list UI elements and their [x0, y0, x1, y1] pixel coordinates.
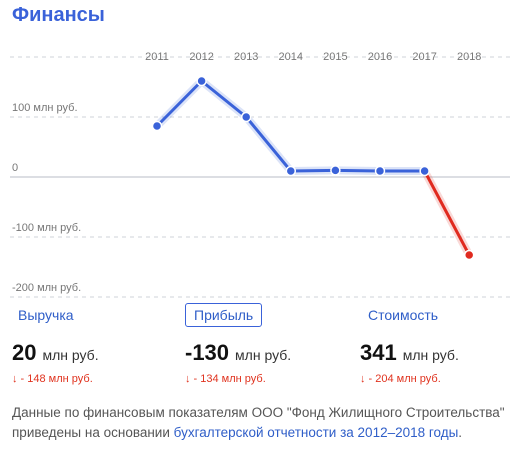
data-point: [419, 165, 430, 177]
data-point: [151, 120, 163, 132]
series-line-segment: [155, 79, 204, 128]
profit-value: -130 млн руб.: [185, 340, 291, 366]
x-tick-label: 2014: [279, 51, 303, 63]
profit-unit: млн руб.: [235, 347, 292, 363]
tab-profit[interactable]: Прибыль: [185, 303, 263, 327]
value-value: 341 млн руб.: [360, 340, 459, 366]
profit-number: -130: [185, 340, 230, 365]
profit-line-chart: 100 млн руб. 0 -100 млн руб. -200 млн руб. 2…: [10, 51, 510, 298]
series-line-segment: [289, 168, 337, 173]
tab-value[interactable]: Стоимость: [368, 307, 439, 323]
accounting-report-link[interactable]: бухгалтерской отчетности за 2012–2018 го…: [173, 425, 459, 440]
y-tick-label: 100 млн руб.: [12, 102, 78, 114]
tab-revenue[interactable]: Выручка: [18, 307, 74, 323]
value-change: ↓ - 204 млн руб.: [360, 373, 441, 385]
value-number: 341: [360, 340, 397, 365]
x-tick-label: 2018: [457, 51, 481, 63]
revenue-change: ↓ - 148 млн руб.: [12, 373, 93, 385]
y-tick-label: -200 млн руб.: [12, 282, 81, 294]
data-point: [463, 249, 475, 261]
revenue-unit: млн руб.: [42, 347, 99, 363]
x-tick-label: 2015: [323, 51, 347, 63]
series-line-segment: [200, 79, 248, 119]
x-tick-label: 2012: [189, 51, 213, 63]
revenue-value: 20 млн руб.: [12, 340, 99, 366]
data-point: [196, 75, 207, 87]
footer-suffix: .: [458, 425, 463, 440]
data-point: [374, 165, 386, 177]
footer-note: Данные по финансовым показателям ООО "Фо…: [12, 403, 507, 443]
x-tick-label: 2017: [412, 51, 436, 63]
footer-text: Данные по финансовым показателям ООО "Фо…: [12, 405, 505, 440]
revenue-number: 20: [12, 340, 37, 365]
series-line-segment: [423, 169, 471, 257]
y-tick-label: -100 млн руб.: [12, 222, 81, 234]
data-point: [285, 165, 297, 177]
section-title: Финансы: [12, 4, 105, 26]
x-tick-label: 2011: [145, 51, 169, 63]
y-tick-label: 0: [12, 162, 18, 174]
data-point: [240, 111, 252, 123]
series-line-segment: [333, 168, 382, 173]
profit-change: ↓ - 134 млн руб.: [185, 373, 266, 385]
x-tick-label: 2013: [234, 51, 258, 63]
data-point: [330, 165, 341, 176]
value-unit: млн руб.: [402, 347, 459, 363]
x-tick-label: 2016: [368, 51, 392, 63]
series-line-segment: [244, 115, 293, 173]
